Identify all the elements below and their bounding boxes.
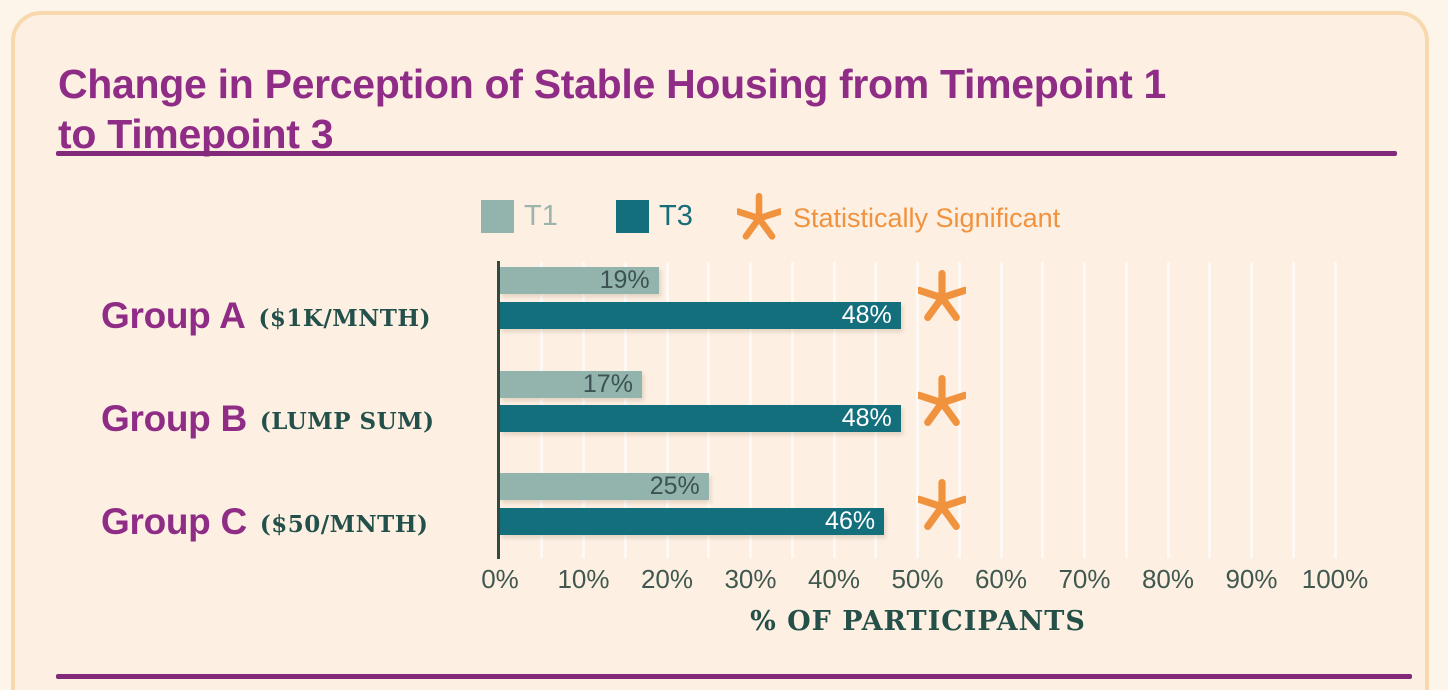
bar-t3-group-b: 48% [500,404,901,432]
gridline [1208,262,1212,558]
x-tick-label: 80% [1141,564,1195,594]
page-title-line2: to Timepoint 3 [58,111,334,158]
x-tick-label: 20% [640,564,694,594]
bar-value-label: 19% [599,266,650,294]
legend-label-t1: T1 [524,200,558,232]
category-sublabel: (LUMP SUM) [259,407,435,435]
x-tick-label: 90% [1225,564,1278,594]
bar-t1-group-c: 25% [500,472,709,500]
category-name: Group B [101,398,247,439]
gridline [1041,262,1045,558]
gridline [1250,262,1253,558]
category-name: Group C [101,501,247,542]
legend-swatch-t1 [481,200,514,233]
bar-value-label: 46% [825,507,876,535]
page-title-line1: Change in Perception of Stable Housing f… [58,61,1167,108]
category-sublabel: ($1K/MNTH) [258,304,432,332]
gridline [1291,262,1295,558]
legend-significance-label: Statistically Significant [793,203,1061,233]
x-tick-label: 60% [974,564,1028,594]
legend-label-t3: T3 [659,200,693,232]
asterisk-icon [734,192,784,246]
gridline [1166,262,1170,558]
page-title: Change in Perception of Stable Housing f… [58,59,1388,159]
category-label-group-a: Group A ($1K/MNTH) [101,295,432,336]
x-tick-label: 0% [481,564,519,594]
gridline [916,262,919,558]
bar-value-label: 48% [841,301,892,329]
gridline [1333,262,1337,558]
x-tick-label: 70% [1058,564,1111,594]
x-tick-label: 100% [1301,564,1369,594]
x-tick-label: 30% [724,564,777,594]
bar-t3-group-c: 46% [500,507,885,535]
category-label-group-c: Group C ($50/MNTH) [101,501,429,542]
gridline [957,262,961,558]
card-background [11,11,1429,690]
bar-value-label: 25% [649,472,700,500]
category-name: Group A [101,295,246,336]
category-label-group-b: Group B (LUMP SUM) [101,398,435,439]
x-tick-label: 50% [891,564,944,594]
gridline [1083,262,1086,558]
bar-t1-group-b: 17% [500,370,642,398]
category-sublabel: ($50/MNTH) [259,510,429,538]
bar-value-label: 17% [582,370,633,398]
significance-asterisk-icon [915,478,969,537]
gridline [1124,262,1128,558]
legend-swatch-t3 [616,200,649,233]
x-tick-label: 10% [557,564,610,594]
bottom-divider [56,674,1412,679]
x-axis-label: % OF PARTICIPANTS [750,606,1086,637]
gridline [999,262,1003,558]
bar-value-label: 48% [841,404,892,432]
bar-t3-group-a: 48% [500,301,901,329]
y-axis-line [497,261,500,559]
title-divider [56,151,1397,156]
significance-asterisk-icon [915,374,969,433]
bar-t1-group-a: 19% [500,266,659,294]
x-tick-label: 40% [807,564,861,594]
significance-asterisk-icon [915,269,969,328]
